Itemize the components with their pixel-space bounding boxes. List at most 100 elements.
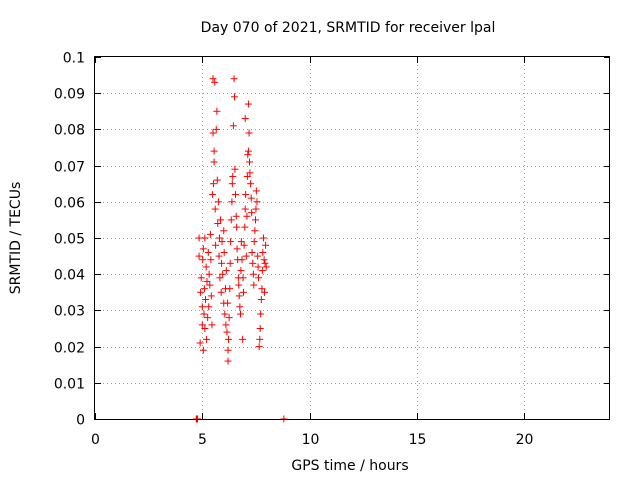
data-point — [213, 107, 221, 115]
y-tick-label: 0.06 — [54, 196, 85, 212]
data-point — [230, 93, 238, 101]
x-tick-label: 10 — [302, 432, 320, 448]
data-point — [228, 180, 236, 188]
data-point — [252, 205, 260, 213]
data-point — [261, 288, 269, 296]
data-point — [248, 209, 256, 217]
data-point — [198, 321, 206, 329]
data-point — [211, 78, 219, 86]
data-point — [261, 259, 269, 267]
data-point — [233, 223, 241, 231]
data-point — [218, 259, 226, 267]
y-tick-label: 0.01 — [54, 377, 85, 393]
data-point — [202, 263, 210, 271]
data-point — [224, 299, 232, 307]
data-point — [199, 245, 207, 253]
data-point — [259, 248, 267, 256]
data-point — [220, 227, 228, 235]
data-point — [247, 180, 255, 188]
y-tick-label: 0.07 — [54, 160, 85, 176]
data-point — [255, 343, 263, 351]
data-point — [223, 328, 231, 336]
data-point — [227, 216, 235, 224]
data-point — [235, 292, 243, 300]
data-point — [256, 335, 264, 343]
data-point — [215, 252, 223, 260]
data-point — [237, 267, 245, 275]
y-axis-label: SRMTID / TECUs — [8, 182, 24, 295]
data-point — [206, 230, 214, 238]
data-point — [236, 303, 244, 311]
data-point — [204, 314, 212, 322]
data-point — [217, 288, 225, 296]
data-point — [244, 147, 252, 155]
data-point — [231, 165, 239, 173]
data-point — [242, 252, 250, 260]
data-point — [232, 191, 240, 199]
data-point — [214, 220, 222, 228]
data-point — [243, 212, 251, 220]
data-point — [257, 296, 265, 304]
data-point — [253, 198, 261, 206]
data-point — [233, 245, 241, 253]
data-point — [260, 256, 268, 264]
data-point — [211, 205, 219, 213]
data-point — [250, 238, 258, 246]
data-point — [222, 267, 230, 275]
grid-lines — [95, 57, 610, 419]
y-tick-label: 0.09 — [54, 87, 85, 103]
axis-ticks: 0 0.01 0.02 0.03 0.04 0.05 0.06 0.07 0.08 0.09 0.1… — [54, 51, 610, 448]
data-point — [201, 234, 209, 242]
data-point — [256, 325, 264, 332]
data-point — [249, 259, 257, 267]
y-tick-label: 0.03 — [54, 304, 85, 320]
data-point — [197, 274, 205, 282]
chart-title: Day 070 of 2021, SRMTID for receiver lpa… — [201, 20, 496, 36]
data-point — [262, 241, 270, 249]
data-point — [258, 267, 266, 275]
data-point — [195, 252, 203, 260]
data-point — [209, 180, 217, 188]
data-point — [229, 172, 237, 180]
data-point — [218, 238, 226, 246]
data-point — [205, 303, 213, 311]
data-point — [203, 335, 211, 343]
data-point — [227, 238, 235, 246]
data-point — [239, 288, 247, 296]
y-tick-label: 0.08 — [54, 123, 85, 139]
data-point — [252, 216, 260, 224]
y-tick-label: 0.05 — [54, 232, 85, 248]
data-point — [202, 296, 210, 304]
data-point — [241, 223, 249, 231]
data-point — [206, 281, 214, 289]
data-point — [243, 172, 251, 180]
data-point — [198, 303, 206, 311]
data-point — [258, 285, 266, 293]
data-point — [197, 288, 205, 296]
data-point — [236, 310, 244, 318]
data-point — [222, 321, 230, 329]
data-point — [252, 187, 260, 195]
data-point — [226, 259, 234, 267]
data-point — [235, 281, 243, 289]
data-point — [203, 277, 211, 285]
data-point — [249, 270, 257, 278]
data-point — [228, 198, 236, 206]
plot-frame — [94, 56, 610, 420]
data-point — [207, 292, 215, 300]
x-tick-label: 0 — [91, 432, 100, 448]
data-point — [196, 339, 204, 347]
data-point — [241, 115, 249, 123]
data-point — [246, 158, 253, 166]
data-point — [199, 256, 207, 264]
data-point — [262, 263, 270, 271]
data-point — [209, 75, 217, 83]
data-point — [238, 256, 246, 264]
data-point — [239, 274, 247, 282]
data-point — [207, 256, 215, 264]
data-point — [214, 198, 222, 206]
data-point — [251, 227, 259, 235]
data-point — [244, 100, 252, 108]
data-point — [247, 194, 255, 202]
